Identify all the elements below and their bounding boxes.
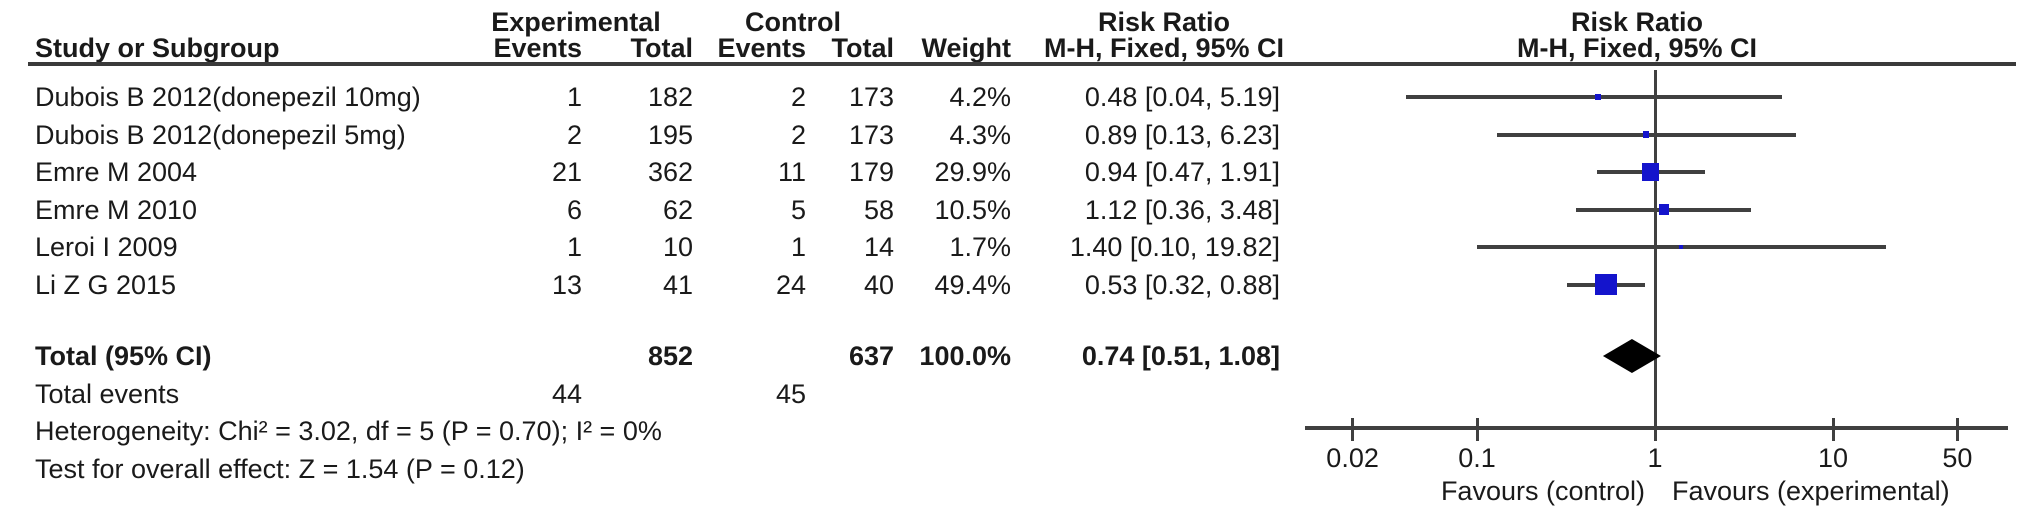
axis-tick-label: 0.02	[1326, 443, 1379, 473]
ctl-total-cell: 179	[848, 157, 894, 187]
total-events-control: 45	[775, 379, 806, 409]
column-method-text: M-H, Fixed, 95% CI	[1043, 33, 1285, 63]
total-events-experimental: 44	[551, 379, 582, 409]
study-label: Emre M 2010	[35, 194, 198, 225]
effect-square	[1642, 131, 1650, 138]
axis-tick	[1653, 418, 1657, 441]
weight-cell: 10.5%	[934, 194, 1011, 225]
overall-effect-stats: Test for overall effect: Z = 1.54 (P = 0…	[35, 454, 525, 484]
ctl-events-cell: 2	[790, 119, 806, 150]
study-label: Emre M 2004	[35, 157, 198, 187]
ctl-total-cell: 173	[848, 119, 894, 150]
column-group-experimental: Experimental	[491, 7, 661, 37]
study-label: Leroi I 2009	[35, 232, 178, 262]
total-events-label: Total events	[35, 379, 180, 409]
effect-square	[1658, 204, 1669, 215]
weight-cell: 4.3%	[949, 119, 1011, 150]
ctl-total-cell: 173	[848, 82, 894, 112]
total-exp-total: 852	[647, 341, 693, 371]
exp-events-cell: 13	[551, 269, 582, 300]
exp-events-cell: 21	[551, 157, 582, 187]
ci-text-cell: 0.48 [0.04, 5.19]	[1084, 82, 1280, 112]
column-method-plot: M-H, Fixed, 95% CI	[1516, 33, 1758, 63]
total-weight: 100.0%	[919, 341, 1011, 371]
axis-tick-label: 1	[1647, 443, 1663, 473]
header-divider	[28, 62, 2016, 66]
total-ci-text: 0.74 [0.51, 1.08]	[1081, 341, 1280, 371]
column-weight: Weight	[921, 33, 1012, 63]
effect-square	[1595, 93, 1602, 101]
column-study: Study or Subgroup	[35, 33, 280, 63]
favours-control-label: Favours (control)	[1440, 476, 1645, 506]
axis-tick-label: 10	[1817, 443, 1849, 473]
exp-total-cell: 195	[647, 119, 693, 150]
weight-cell: 29.9%	[934, 157, 1011, 187]
ci-text-cell: 1.12 [0.36, 3.48]	[1084, 194, 1280, 225]
ci-text-cell: 0.53 [0.32, 0.88]	[1084, 269, 1280, 300]
ctl-events-cell: 2	[790, 82, 806, 112]
exp-total-cell: 182	[647, 82, 693, 112]
total-row-label: Total (95% CI)	[35, 341, 212, 371]
column-ctl-events: Events	[717, 33, 806, 63]
weight-cell: 4.2%	[949, 82, 1011, 112]
weight-cell: 1.7%	[949, 232, 1011, 262]
exp-total-cell: 62	[662, 194, 693, 225]
exp-total-cell: 41	[662, 269, 693, 300]
effect-square	[1678, 244, 1684, 250]
axis-tick	[1955, 418, 1959, 441]
column-exp-total: Total	[630, 33, 694, 63]
ci-line	[1406, 95, 1783, 99]
axis-tick	[1831, 418, 1835, 441]
axis-tick-label: 50	[1942, 443, 1973, 473]
exp-total-cell: 10	[662, 232, 693, 262]
axis-tick-label: 0.1	[1458, 443, 1496, 473]
pooled-diamond	[1602, 339, 1661, 373]
weight-cell: 49.4%	[934, 269, 1011, 300]
ctl-events-cell: 1	[790, 232, 806, 262]
ci-text-cell: 0.94 [0.47, 1.91]	[1084, 157, 1280, 187]
column-risk-ratio-text: Risk Ratio	[1097, 7, 1231, 37]
heterogeneity-stats: Heterogeneity: Chi² = 3.02, df = 5 (P = …	[35, 416, 662, 446]
effect-square	[1641, 163, 1659, 181]
ctl-events-cell: 24	[775, 269, 806, 300]
column-group-control: Control	[745, 7, 841, 37]
study-label: Dubois B 2012(donepezil 5mg)	[35, 119, 406, 150]
exp-total-cell: 362	[647, 157, 693, 187]
ci-text-cell: 1.40 [0.10, 19.82]	[1069, 232, 1280, 262]
exp-events-cell: 6	[566, 194, 582, 225]
axis-tick	[1475, 418, 1479, 441]
effect-square	[1594, 273, 1617, 296]
ctl-total-cell: 58	[863, 194, 894, 225]
column-exp-events: Events	[493, 33, 582, 63]
ctl-total-cell: 40	[863, 269, 894, 300]
ctl-total-cell: 14	[863, 232, 894, 262]
ci-text-cell: 0.89 [0.13, 6.23]	[1084, 119, 1280, 150]
study-label: Li Z G 2015	[35, 269, 177, 300]
ctl-events-cell: 11	[777, 157, 806, 187]
exp-events-cell: 1	[566, 82, 582, 112]
favours-experimental-label: Favours (experimental)	[1672, 476, 1950, 506]
study-label: Dubois B 2012(donepezil 10mg)	[35, 82, 421, 112]
axis-tick	[1351, 418, 1355, 441]
column-risk-ratio-plot: Risk Ratio	[1570, 7, 1704, 37]
column-ctl-total: Total	[831, 33, 895, 63]
total-ctl-total: 637	[848, 341, 894, 371]
x-axis-line	[1305, 426, 2008, 430]
exp-events-cell: 2	[566, 119, 582, 150]
null-effect-line	[1653, 70, 1657, 428]
exp-events-cell: 1	[566, 232, 582, 262]
ctl-events-cell: 5	[790, 194, 806, 225]
